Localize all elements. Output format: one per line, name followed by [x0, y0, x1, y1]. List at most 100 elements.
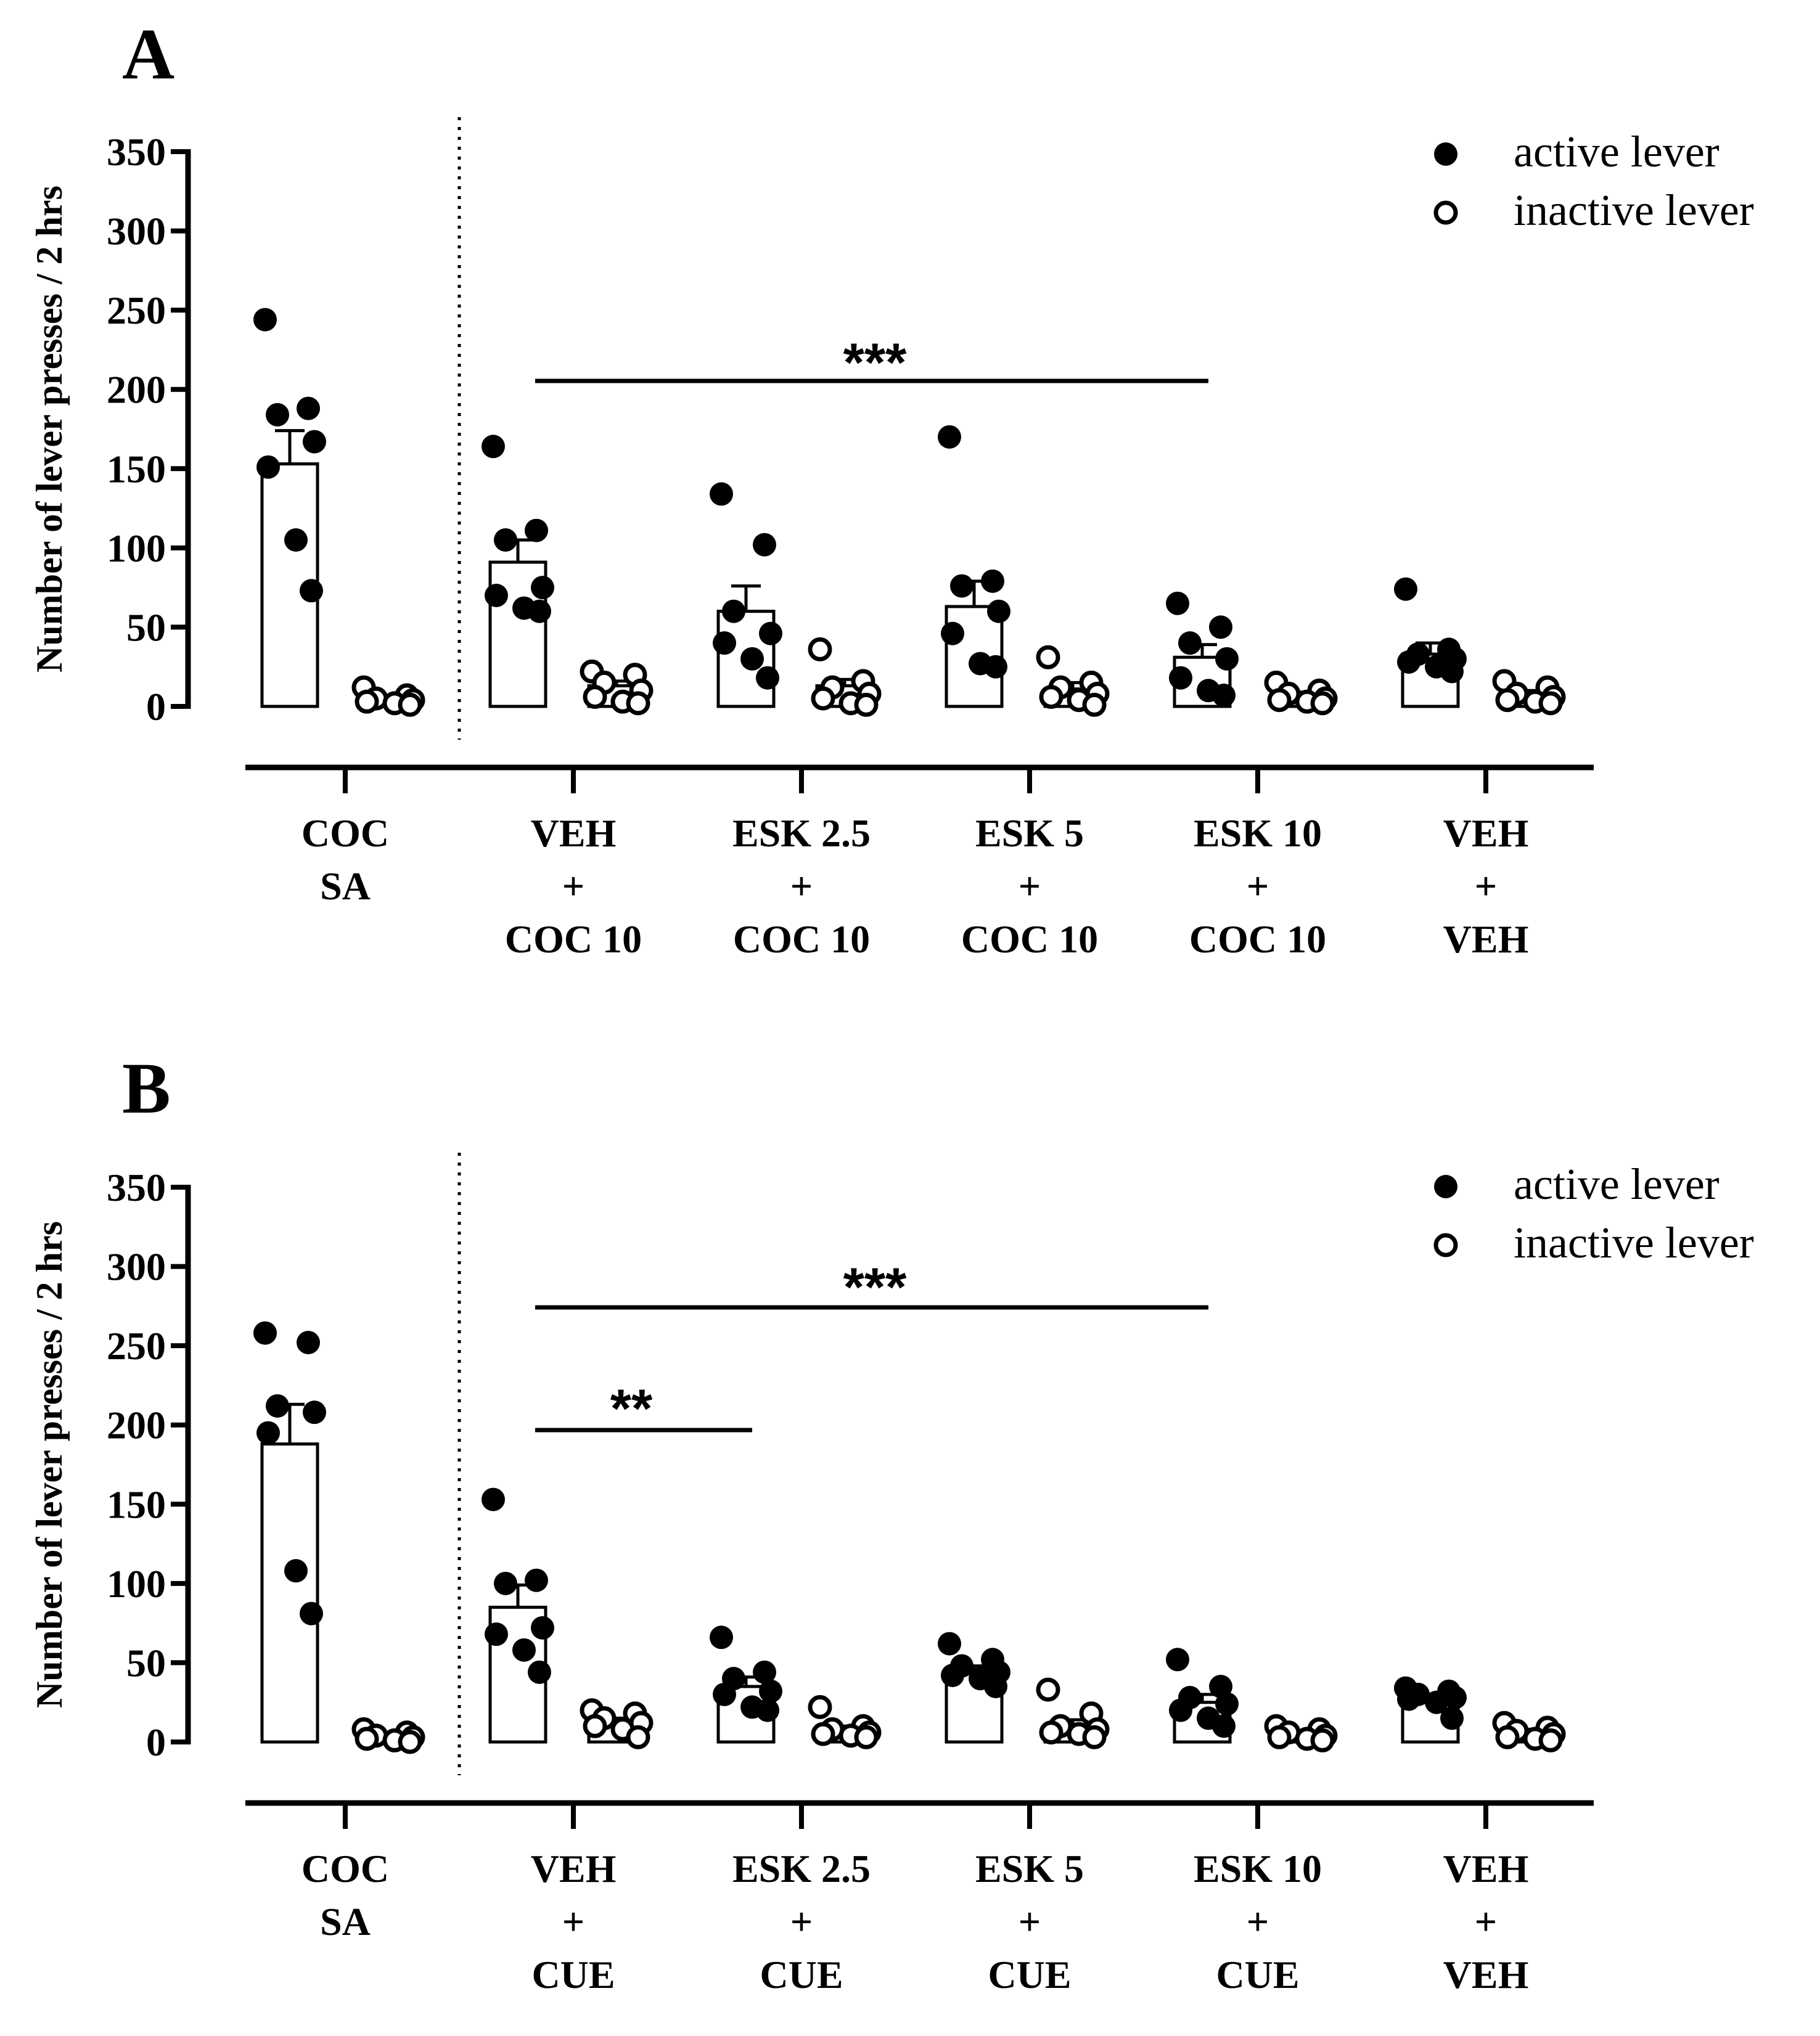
panel-a-active-point: [1394, 577, 1417, 601]
panel-a-inactive-point: [854, 692, 879, 717]
panel-a-legend-inactive-marker: [1433, 200, 1458, 225]
panel-a-active-point: [740, 647, 764, 671]
panel-a-inactive-point: [355, 689, 379, 714]
panel-b-active-point: [266, 1394, 289, 1418]
panel-a-inactive-point: [583, 685, 607, 709]
panel-a-x-tick-label: COC 10: [961, 917, 1098, 961]
panel-b-active-point: [1212, 1714, 1236, 1738]
panel-b-y-tick-label: 50: [126, 1641, 166, 1685]
panel-b-active-point: [300, 1601, 323, 1625]
panel-a-inactive-point: [808, 637, 832, 661]
panel-b-active-point: [1166, 1648, 1189, 1672]
panel-b-active-point: [941, 1664, 964, 1687]
panel-b-inactive-point: [811, 1722, 835, 1746]
panel-b-x-tick-label: ESK 2.5: [732, 1847, 871, 1891]
panel-a-inactive-point: [626, 691, 650, 716]
panel-a-active-point: [266, 403, 289, 427]
panel-a-x-tick-label: +: [562, 864, 584, 908]
panel-b-active-point: [297, 1331, 320, 1354]
panel-b-active-point: [1440, 1706, 1464, 1730]
panel-a-active-point: [1169, 666, 1192, 690]
panel-a-active-point: [485, 584, 508, 607]
panel-b-legend-inactive-marker: [1433, 1233, 1458, 1257]
panel-a-x-tick-label: +: [1247, 864, 1269, 908]
panel-b-active-point: [1425, 1690, 1448, 1714]
panel-b-x-tick-label: CUE: [531, 1953, 615, 1997]
panel-a-active-point: [303, 430, 326, 454]
panel-b-active-point: [1169, 1698, 1192, 1722]
panel-a-active-point: [1209, 615, 1232, 639]
panel-b-active-point: [528, 1660, 551, 1684]
panel-a-active-point: [987, 599, 1010, 623]
panel-a-active-point: [1215, 647, 1239, 671]
panel-a-inactive-point: [811, 686, 835, 711]
panel-b-y-tick-label: 100: [107, 1562, 166, 1606]
panel-b-active-point: [759, 1679, 782, 1703]
panel-a-x-tick-label: ESK 10: [1194, 811, 1322, 855]
panel-b-legend-inactive-label: inactive lever: [1514, 1218, 1754, 1267]
panel-a-inactive-point: [1538, 691, 1563, 716]
panel-letter-a: A: [122, 14, 175, 94]
panel-a-inactive-point: [1036, 645, 1060, 669]
panel-b-x-tick-label: CUE: [1216, 1953, 1299, 1997]
panel-a-y-tick-label: 200: [107, 368, 166, 412]
panel-a-active-point: [1212, 684, 1236, 707]
panel-b-y-tick-label: 250: [107, 1324, 166, 1368]
panel-b-significance-label: **: [610, 1378, 653, 1439]
panel-b-inactive-point: [854, 1725, 879, 1749]
panel-b-inactive-point: [1495, 1725, 1520, 1749]
panel-b-legend-active-label: active lever: [1514, 1159, 1720, 1209]
panel-b-active-bar: [260, 1442, 319, 1744]
panel-b-inactive-point: [808, 1695, 832, 1719]
panel-b-active-point: [753, 1660, 776, 1684]
panel-b-active-point: [256, 1421, 280, 1445]
panel-a-active-point: [1397, 650, 1420, 674]
panel-a-x-tick-label: +: [1019, 864, 1041, 908]
panel-b-inactive-point: [355, 1727, 379, 1751]
panel-b-active-point: [756, 1698, 779, 1722]
panel-b-legend-active-marker: [1434, 1175, 1457, 1198]
panel-a-y-axis-title: Number of lever presses / 2 hrs: [29, 186, 70, 673]
panel-a-x-tick-label: ESK 5: [975, 811, 1084, 855]
panel-b-active-point: [713, 1682, 736, 1706]
panel-a-x-tick-label: COC 10: [1189, 917, 1326, 961]
panel-a-inactive-point: [1495, 688, 1520, 713]
panel-b-x-tick-label: VEH: [1443, 1847, 1529, 1891]
panel-a-active-point: [528, 599, 551, 623]
panel-a-y-tick-label: 100: [107, 526, 166, 570]
panel-a-y-tick-label: 300: [107, 210, 166, 253]
panel-b-inactive-point: [1036, 1677, 1060, 1702]
panel-b-inactive-point: [626, 1725, 650, 1749]
panel-a-active-point: [256, 455, 280, 479]
panel-a-active-point: [494, 528, 517, 552]
panel-a-active-point: [525, 518, 548, 542]
panel-a-active-point: [284, 528, 308, 552]
panel-a-x-tick-label: VEH: [1443, 811, 1529, 855]
panel-a-active-point: [759, 621, 782, 645]
panel-b-x-tick-label: CUE: [988, 1953, 1071, 1997]
panel-b-active-point: [253, 1321, 277, 1345]
panel-b-x-tick-label: +: [1247, 1900, 1269, 1944]
panel-a-x-tick-label: COC 10: [733, 917, 870, 961]
panel-a-active-point: [297, 396, 320, 420]
panel-b-inactive-point: [1538, 1728, 1563, 1752]
panel-a-active-point: [950, 574, 974, 598]
panel-a-active-point: [941, 621, 964, 645]
panel-a-x-tick-label: +: [1475, 864, 1497, 908]
panel-b-active-point: [512, 1638, 536, 1662]
panel-b-inactive-point: [1039, 1720, 1064, 1745]
panel-b-y-tick-label: 150: [107, 1482, 166, 1526]
panel-b-active-point: [1443, 1686, 1467, 1709]
panel-b-inactive-point: [583, 1714, 607, 1738]
panel-letter-b: B: [122, 1048, 171, 1129]
panel-b-active-point: [525, 1568, 548, 1592]
panel-a-active-point: [482, 435, 505, 459]
panel-b-active-point: [284, 1559, 308, 1583]
panel-b-active-point: [984, 1675, 1007, 1698]
panel-a-inactive-point: [1039, 685, 1064, 709]
panel-b-x-tick-label: CUE: [760, 1953, 843, 1997]
panel-a-active-point: [300, 579, 323, 603]
panel-a-y-tick-label: 350: [107, 130, 166, 174]
panel-a-x-tick-label: SA: [320, 864, 371, 908]
